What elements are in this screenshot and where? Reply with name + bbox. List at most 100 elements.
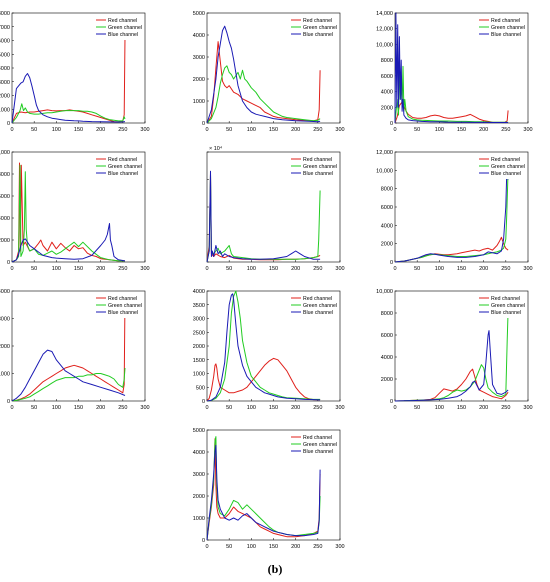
x-tick-label: 200 bbox=[479, 405, 488, 411]
series-line-red bbox=[206, 438, 321, 541]
x-tick-label: 300 bbox=[523, 405, 532, 411]
y-tick-label: 0 bbox=[202, 121, 205, 127]
legend-label: Green channel bbox=[303, 303, 337, 309]
x-tick-label: 0 bbox=[10, 405, 13, 411]
y-tick-label: 10,000 bbox=[376, 168, 393, 174]
y-tick-label: 3000 bbox=[193, 55, 205, 61]
series-line-green bbox=[206, 173, 321, 263]
y-tick-label: 0 bbox=[390, 121, 393, 127]
y-tick-label: 10,000 bbox=[0, 150, 10, 156]
y-tick-label: 4000 bbox=[193, 450, 205, 456]
legend-label: Green channel bbox=[108, 25, 142, 31]
x-tick-label: 100 bbox=[247, 127, 256, 133]
x-tick-label: 50 bbox=[31, 266, 37, 272]
y-tick-label: 3000 bbox=[0, 80, 10, 86]
y-tick-label: 4000 bbox=[0, 289, 10, 295]
legend-label: Red channel bbox=[303, 18, 332, 24]
x-tick-label: 50 bbox=[226, 266, 232, 272]
y-tick-label: 0 bbox=[7, 399, 10, 405]
series-line-blue bbox=[206, 444, 321, 541]
legend-label: Blue channel bbox=[491, 32, 521, 38]
x-tick-label: 150 bbox=[457, 127, 466, 133]
series-line-blue bbox=[394, 174, 509, 263]
histogram-chart-4: 0 50 100 150 200 250 300 0 2000 4000 6000 8000 10,00… bbox=[0, 150, 150, 272]
y-tick-label: 1000 bbox=[193, 516, 205, 522]
x-tick-label: 300 bbox=[523, 266, 532, 272]
legend-label: Blue channel bbox=[108, 32, 138, 38]
y-tick-label: 12,000 bbox=[376, 150, 393, 156]
series-line-green bbox=[394, 310, 509, 402]
y-tick-label: 2000 bbox=[381, 242, 393, 248]
y-tick-label: 3000 bbox=[193, 472, 205, 478]
series-line-blue bbox=[11, 73, 126, 124]
y-tick-label: 2000 bbox=[381, 377, 393, 383]
legend-label: Blue channel bbox=[108, 310, 138, 316]
legend-label: Green channel bbox=[491, 164, 525, 170]
y-tick-label: 0 bbox=[7, 260, 10, 266]
y-tick-label: 0 bbox=[390, 399, 393, 405]
legend-label: Green channel bbox=[303, 442, 337, 448]
x-tick-label: 50 bbox=[226, 127, 232, 133]
y-tick-label: 1000 bbox=[0, 107, 10, 113]
y-tick-label: 1000 bbox=[0, 372, 10, 378]
x-tick-label: 50 bbox=[31, 405, 37, 411]
series-line-blue bbox=[206, 25, 321, 124]
y-tick-label: 8000 bbox=[0, 11, 10, 17]
legend-label: Red channel bbox=[108, 296, 137, 302]
series-line-red bbox=[206, 41, 321, 124]
histogram-chart-9: 0 50 100 150 200 250 300 0 2000 4000 6000 8000 10,00… bbox=[376, 289, 532, 411]
legend-label: Blue channel bbox=[303, 32, 333, 38]
legend-label: Blue channel bbox=[491, 310, 521, 316]
x-tick-label: 300 bbox=[335, 405, 344, 411]
legend-label: Red channel bbox=[491, 18, 520, 24]
x-tick-label: 100 bbox=[435, 405, 444, 411]
histogram-chart-3: 0 50 100 150 200 250 300 0 2000 4000 6000 8000 10,00… bbox=[376, 11, 532, 133]
series-line-blue bbox=[11, 223, 126, 263]
x-tick-label: 300 bbox=[335, 266, 344, 272]
histogram-chart-10: 0 50 100 150 200 250 300010002000300040005000R… bbox=[193, 428, 345, 550]
x-tick-label: 100 bbox=[247, 544, 256, 550]
x-tick-label: 300 bbox=[140, 266, 149, 272]
x-tick-label: 0 bbox=[205, 127, 208, 133]
x-tick-label: 0 bbox=[10, 266, 13, 272]
figure-label: (b) bbox=[267, 562, 283, 576]
x-tick-label: 200 bbox=[479, 127, 488, 133]
series-line-red bbox=[394, 102, 509, 124]
y-tick-label: 10,000 bbox=[376, 289, 393, 295]
series-line-green bbox=[11, 367, 126, 402]
x-tick-label: 300 bbox=[335, 544, 344, 550]
y-tick-label: 6000 bbox=[381, 74, 393, 80]
x-tick-label: 50 bbox=[414, 266, 420, 272]
x-tick-label: 0 bbox=[393, 266, 396, 272]
legend-label: Red channel bbox=[491, 157, 520, 163]
y-scale-note: × 10⁴ bbox=[209, 145, 223, 152]
x-tick-label: 50 bbox=[31, 127, 37, 133]
series-line-green bbox=[206, 65, 321, 124]
x-tick-label: 150 bbox=[269, 127, 278, 133]
x-tick-label: 100 bbox=[52, 127, 61, 133]
y-tick-label: 8000 bbox=[381, 311, 393, 317]
x-tick-label: 100 bbox=[247, 266, 256, 272]
y-tick-label: 1500 bbox=[193, 358, 205, 364]
series-line-red bbox=[394, 236, 509, 263]
series-line-red bbox=[11, 162, 125, 263]
legend-label: Green channel bbox=[491, 25, 525, 31]
x-tick-label: 50 bbox=[414, 405, 420, 411]
y-tick-label: 2000 bbox=[0, 94, 10, 100]
legend-label: Green channel bbox=[303, 164, 337, 170]
x-tick-label: 300 bbox=[140, 127, 149, 133]
x-tick-label: 150 bbox=[74, 266, 83, 272]
x-tick-label: 100 bbox=[247, 405, 256, 411]
legend-label: Green channel bbox=[303, 25, 337, 31]
series-line-blue bbox=[394, 330, 509, 402]
legend-label: Red channel bbox=[491, 296, 520, 302]
legend-label: Blue channel bbox=[303, 449, 333, 455]
y-tick-label: 12,000 bbox=[376, 27, 393, 33]
x-tick-label: 250 bbox=[118, 405, 127, 411]
x-tick-label: 200 bbox=[291, 127, 300, 133]
series-line-green bbox=[11, 103, 126, 124]
histogram-chart-8: 0 50 100 150 200 250 3000500100015002000250030… bbox=[193, 289, 345, 411]
x-tick-label: 0 bbox=[205, 405, 208, 411]
x-tick-label: 150 bbox=[269, 405, 278, 411]
y-tick-label: 0 bbox=[202, 538, 205, 544]
